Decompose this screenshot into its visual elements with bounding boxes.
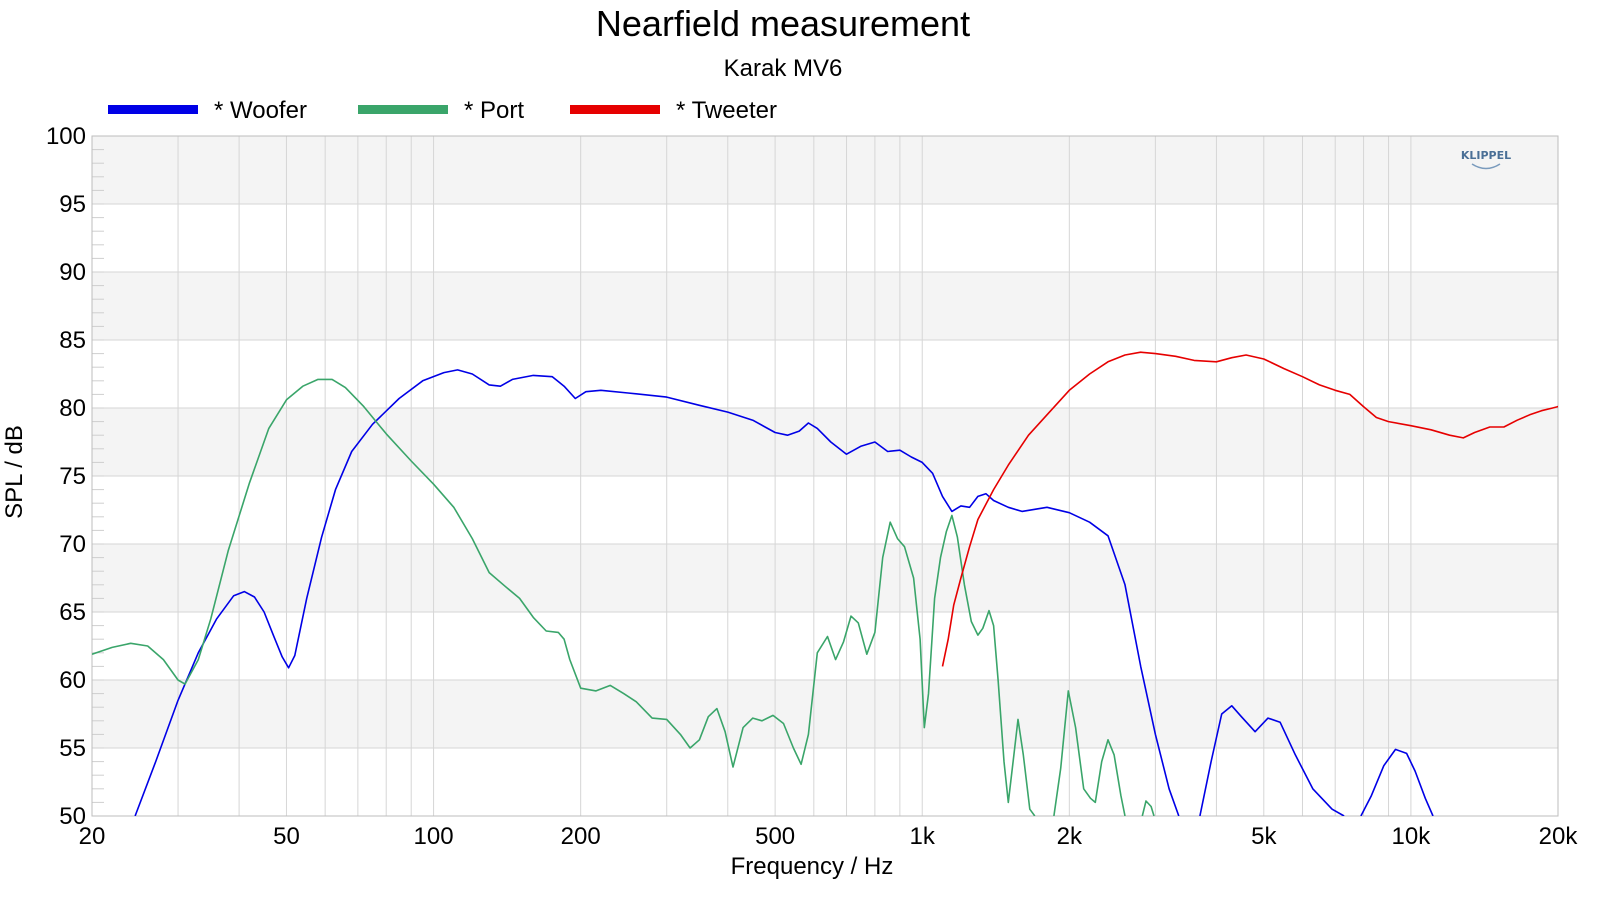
series-lines <box>92 351 1558 816</box>
y-tick-label: 55 <box>59 735 86 762</box>
x-tick-label: 20 <box>79 823 106 850</box>
x-tick-labels: 20 50 100 200 500 1k 2k 5k 10k 20k <box>79 823 1579 850</box>
y-axis-label: SPL / dB <box>1 425 28 519</box>
x-tick-label: 20k <box>1539 823 1579 850</box>
series-line <box>134 369 1434 816</box>
chart-legend: * Woofer * Port * Tweeter <box>108 97 777 124</box>
y-tick-label: 80 <box>59 395 86 422</box>
series-line <box>941 351 1558 667</box>
y-tick-label: 95 <box>59 191 86 218</box>
y-tick-label: 65 <box>59 599 86 626</box>
x-tick-label: 10k <box>1392 823 1432 850</box>
x-tick-label: 2k <box>1057 823 1083 850</box>
legend-swatch <box>358 105 448 114</box>
y-tick-labels: 100 95 90 85 80 75 70 65 60 55 50 <box>46 123 86 830</box>
y-tick-label: 100 <box>46 123 86 150</box>
x-tick-label: 500 <box>755 823 795 850</box>
legend-label: * Woofer <box>214 97 307 124</box>
grid-lines <box>91 135 1559 817</box>
klippel-logo: KLIPPEL <box>1461 149 1511 170</box>
logo-swoosh <box>1471 163 1501 170</box>
x-tick-label: 1k <box>910 823 936 850</box>
x-tick-label: 50 <box>273 823 300 850</box>
x-tick-label: 200 <box>561 823 601 850</box>
y-tick-label: 70 <box>59 531 86 558</box>
chart-title: Nearfield measurement <box>596 3 970 44</box>
series-line <box>92 378 1155 816</box>
legend-label: * Port <box>464 97 524 124</box>
background-band <box>92 680 1558 748</box>
y-tick-label: 50 <box>59 803 86 830</box>
y-tick-label: 75 <box>59 463 86 490</box>
background-band <box>92 408 1558 476</box>
x-tick-label: 100 <box>414 823 454 850</box>
background-band <box>92 136 1558 204</box>
background-bands <box>92 136 1558 748</box>
legend-swatch <box>108 105 198 114</box>
legend-swatch <box>570 105 660 114</box>
legend-label: * Tweeter <box>676 97 777 124</box>
plot-frame <box>91 135 1559 817</box>
y-tick-label: 90 <box>59 259 86 286</box>
x-axis-label: Frequency / Hz <box>731 853 894 880</box>
y-tick-label: 60 <box>59 667 86 694</box>
background-band <box>92 272 1558 340</box>
x-tick-label: 5k <box>1251 823 1277 850</box>
y-tick-label: 85 <box>59 327 86 354</box>
chart-subtitle: Karak MV6 <box>724 55 843 82</box>
background-band <box>92 544 1558 612</box>
logo-text: KLIPPEL <box>1461 149 1511 162</box>
